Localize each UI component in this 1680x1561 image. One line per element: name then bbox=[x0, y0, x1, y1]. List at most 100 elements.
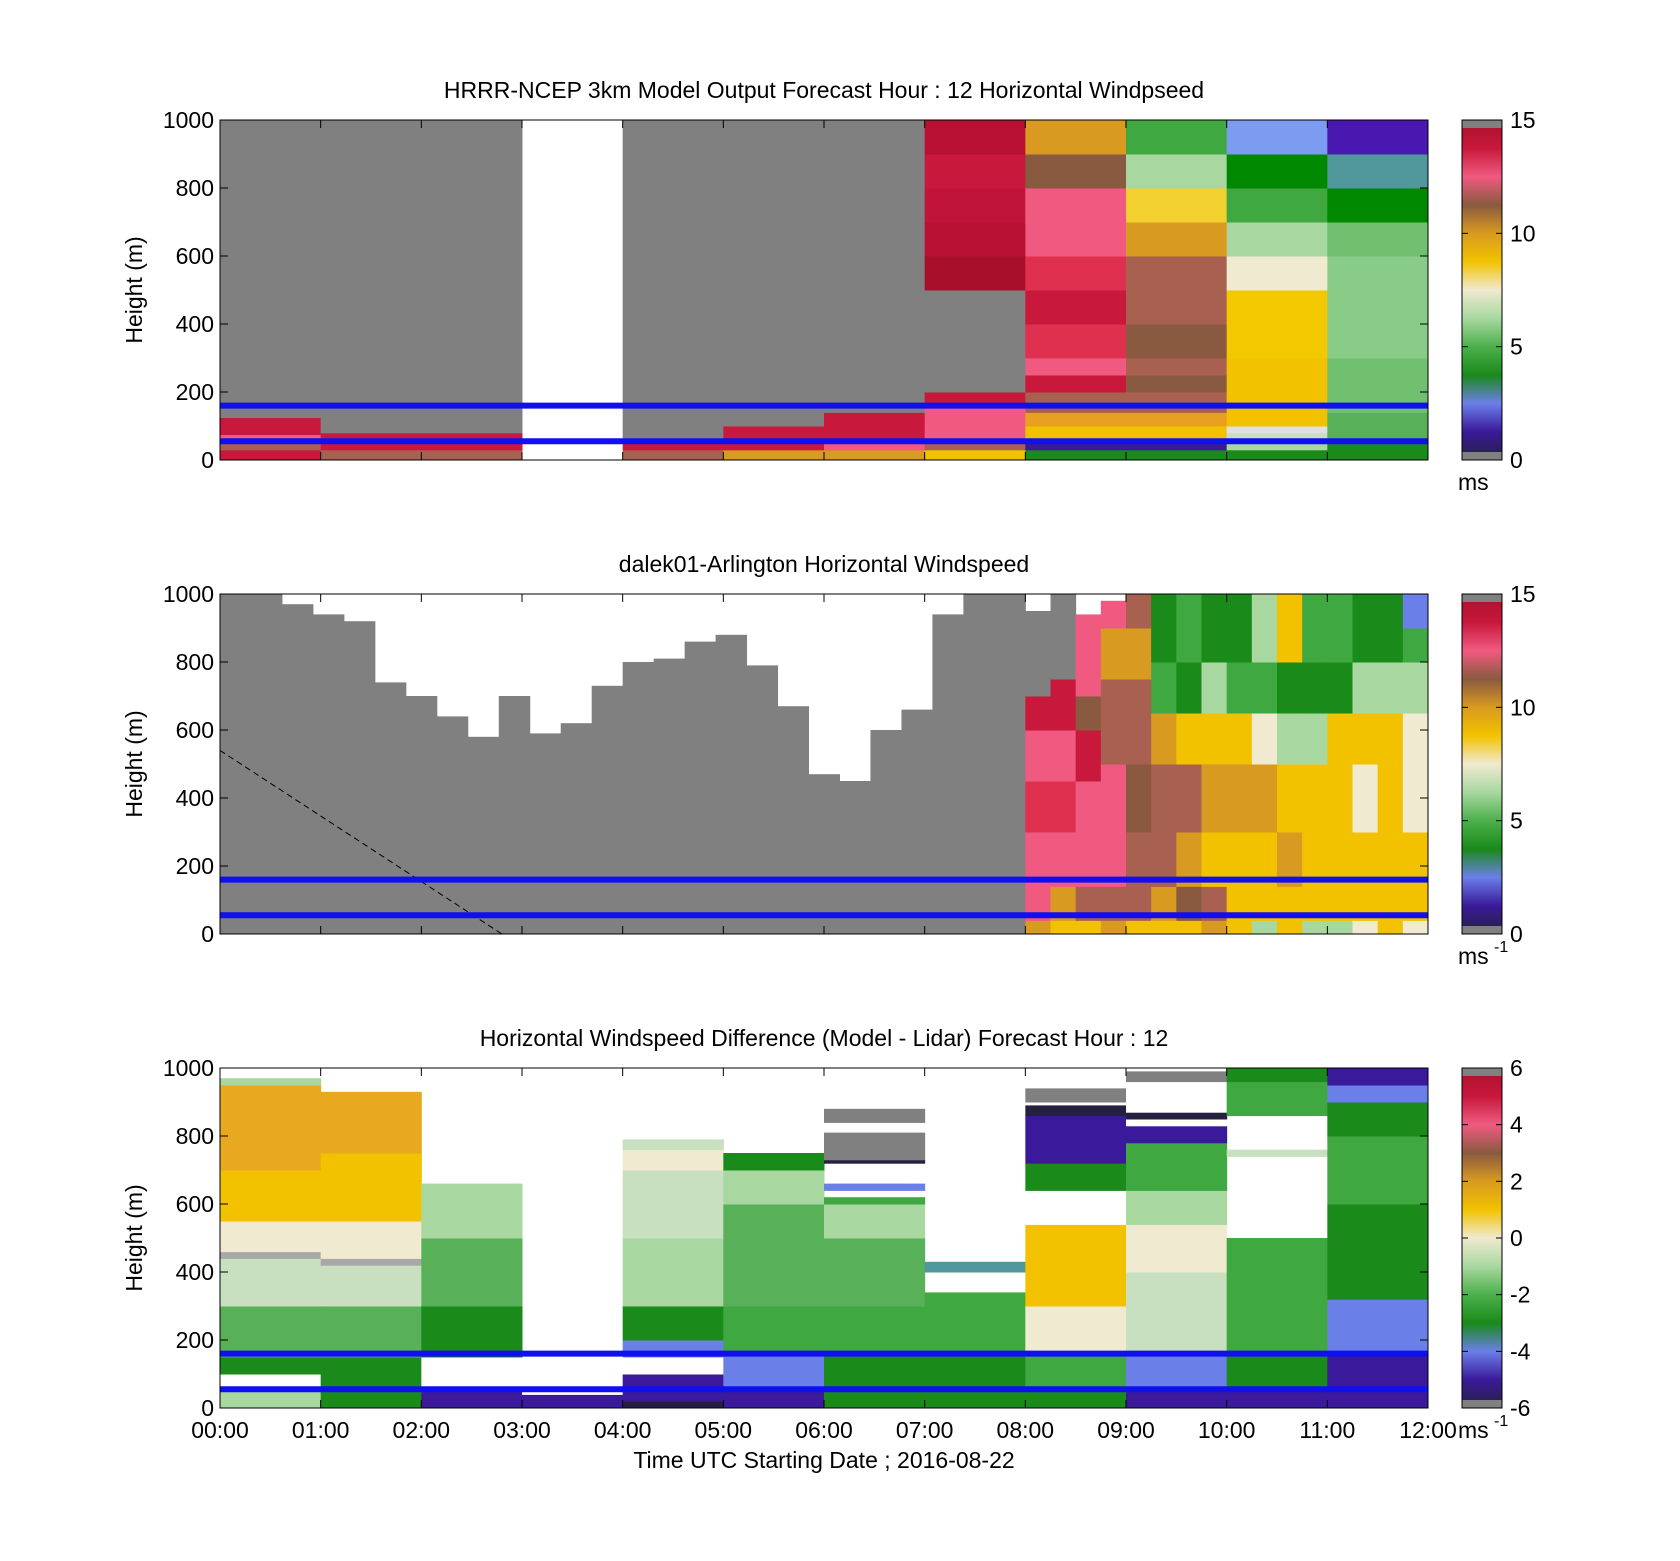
heatmap-cell bbox=[723, 1170, 825, 1205]
heatmap-cell bbox=[1377, 920, 1404, 934]
heatmap-cell bbox=[924, 426, 1026, 441]
missing-data-cell bbox=[529, 733, 562, 934]
x-tick-label: 04:00 bbox=[594, 1417, 652, 1443]
plot-area bbox=[220, 1068, 1428, 1408]
missing-data-cell bbox=[994, 594, 1026, 934]
heatmap-cell bbox=[622, 1170, 724, 1239]
heatmap-cell bbox=[1126, 426, 1228, 442]
colorbar-tick-label: 6 bbox=[1510, 1055, 1523, 1081]
heatmap-cell bbox=[1126, 1081, 1228, 1113]
heatmap-cell bbox=[622, 1306, 724, 1341]
heatmap-cell bbox=[421, 120, 523, 434]
heatmap-cell bbox=[1025, 449, 1127, 460]
colorbar-tick-label: 15 bbox=[1510, 107, 1536, 133]
heatmap-cell bbox=[1025, 1353, 1127, 1389]
colorbar-gradient bbox=[1462, 120, 1502, 460]
heatmap-cell bbox=[1126, 256, 1228, 291]
heatmap-cell bbox=[924, 439, 1026, 451]
y-axis-label: Height (m) bbox=[121, 236, 147, 343]
heatmap-cell bbox=[824, 1387, 926, 1408]
heatmap-cell bbox=[1126, 449, 1228, 460]
heatmap-cell bbox=[1327, 594, 1353, 663]
heatmap-cell bbox=[723, 1387, 825, 1408]
missing-data-cell bbox=[870, 730, 902, 934]
heatmap-cell bbox=[1151, 662, 1177, 714]
y-tick-label: 200 bbox=[176, 853, 214, 879]
missing-data-cell bbox=[839, 781, 871, 934]
heatmap-cell bbox=[924, 1292, 1026, 1355]
heatmap-cell bbox=[220, 1170, 322, 1222]
heatmap-cell bbox=[1226, 920, 1253, 934]
heatmap-cell bbox=[1226, 392, 1328, 413]
heatmap-cell bbox=[1226, 256, 1328, 291]
colorbar-tick-label: 10 bbox=[1510, 694, 1536, 720]
panel-title: HRRR-NCEP 3km Model Output Forecast Hour… bbox=[444, 77, 1204, 103]
heatmap-cell bbox=[1377, 594, 1404, 663]
heatmap-cell bbox=[1277, 713, 1303, 765]
heatmap-cell bbox=[320, 449, 422, 460]
heatmap-cell bbox=[622, 1238, 724, 1307]
heatmap-cell bbox=[1075, 730, 1102, 782]
x-tick-label: 08:00 bbox=[997, 1417, 1055, 1443]
y-tick-label: 600 bbox=[176, 243, 214, 269]
heatmap-cell bbox=[1251, 713, 1278, 765]
heatmap-cell bbox=[1100, 920, 1127, 934]
heatmap-cell bbox=[1226, 1353, 1328, 1389]
heatmap-cell bbox=[220, 441, 322, 451]
heatmap-cell bbox=[1025, 426, 1127, 442]
heatmap-cell bbox=[1126, 920, 1152, 934]
heatmap-cell bbox=[1176, 920, 1202, 934]
missing-data-cell bbox=[684, 641, 717, 934]
missing-data-cell bbox=[560, 723, 593, 934]
missing-data-cell bbox=[498, 696, 531, 934]
heatmap-cell bbox=[220, 120, 322, 418]
heatmap-cell bbox=[1025, 920, 1051, 934]
heatmap-cell bbox=[1126, 375, 1228, 393]
heatmap-cell bbox=[1201, 662, 1228, 714]
heatmap-cell bbox=[1226, 1081, 1328, 1117]
heatmap-cell bbox=[1327, 1136, 1428, 1205]
heatmap-cell bbox=[924, 392, 1026, 407]
heatmap-cell bbox=[1126, 222, 1228, 257]
heatmap-cell bbox=[522, 1394, 624, 1408]
heatmap-cell bbox=[1025, 358, 1127, 376]
heatmap-cell bbox=[320, 1387, 422, 1408]
heatmap-cell bbox=[824, 1238, 926, 1307]
heatmap-cell bbox=[220, 1221, 322, 1253]
colorbar-cap-top bbox=[1462, 594, 1502, 602]
heatmap-cell bbox=[1226, 432, 1328, 442]
plot-area bbox=[220, 594, 1428, 934]
colorbar-tick-label: 2 bbox=[1510, 1168, 1523, 1194]
x-tick-label: 02:00 bbox=[393, 1417, 451, 1443]
heatmap-cell bbox=[1075, 781, 1102, 833]
colorbar-unit: ms bbox=[1458, 1417, 1489, 1443]
heatmap-cell bbox=[1025, 412, 1127, 427]
colorbar-tick-label: 0 bbox=[1510, 921, 1523, 947]
missing-data-cell bbox=[901, 709, 933, 934]
heatmap-cell bbox=[723, 120, 825, 427]
colorbar-unit: ms bbox=[1458, 943, 1489, 969]
heatmap-cell bbox=[1151, 920, 1177, 934]
colorbar-tick-label: 0 bbox=[1510, 447, 1523, 473]
heatmap-cell bbox=[1025, 441, 1127, 451]
heatmap-cell bbox=[723, 1204, 825, 1307]
heatmap-cell bbox=[1226, 154, 1328, 189]
heatmap-cell bbox=[824, 1204, 926, 1239]
y-axis-label: Height (m) bbox=[121, 1184, 147, 1291]
heatmap-cell bbox=[1100, 679, 1127, 765]
heatmap-cell bbox=[1226, 188, 1328, 223]
y-tick-label: 1000 bbox=[163, 581, 214, 607]
heatmap-cell bbox=[1176, 594, 1202, 663]
heatmap-cell bbox=[1251, 662, 1278, 714]
heatmap-cell bbox=[1327, 920, 1353, 934]
y-tick-label: 200 bbox=[176, 1327, 214, 1353]
missing-data-cell bbox=[467, 736, 500, 934]
colorbar-tick-label: -4 bbox=[1510, 1338, 1531, 1364]
heatmap-cell bbox=[1025, 611, 1051, 697]
heatmap-cell bbox=[320, 1221, 422, 1259]
colorbar-tick-label: 4 bbox=[1510, 1112, 1523, 1138]
heatmap-cell bbox=[220, 1258, 322, 1307]
heatmap-cell bbox=[622, 1139, 724, 1151]
colorbar-unit-superscript: -1 bbox=[1494, 939, 1508, 956]
colorbar-cap-bottom bbox=[1462, 1400, 1502, 1408]
